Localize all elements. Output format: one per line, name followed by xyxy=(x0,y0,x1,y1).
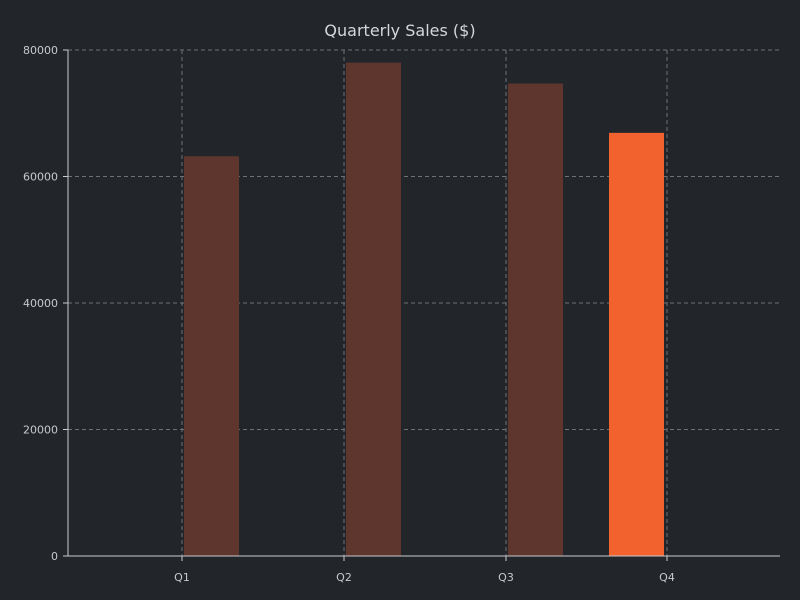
bar-layer xyxy=(184,62,664,557)
x-axis-ticks: Q1 Q2 Q3 Q4 xyxy=(174,571,675,584)
axis-layer xyxy=(63,49,780,561)
y-tick-label: 60000 xyxy=(23,171,58,184)
x-tick-label: Q3 xyxy=(498,571,514,584)
x-tick-label: Q4 xyxy=(659,571,675,584)
y-tick-label: 0 xyxy=(51,550,58,563)
y-axis-ticks: 0 20000 40000 60000 80000 xyxy=(23,44,58,563)
bar-q3 xyxy=(508,83,563,557)
y-tick-label: 20000 xyxy=(23,424,58,437)
bar-q1 xyxy=(184,156,239,556)
y-tick-label: 40000 xyxy=(23,297,58,310)
x-tick-label: Q1 xyxy=(174,571,190,584)
x-tick-label: Q2 xyxy=(336,571,352,584)
bar-q2 xyxy=(346,62,401,557)
bar-q4 xyxy=(609,132,664,557)
y-tick-label: 80000 xyxy=(23,44,58,57)
grid-layer xyxy=(68,49,780,556)
chart-title: Quarterly Sales ($) xyxy=(324,21,475,40)
